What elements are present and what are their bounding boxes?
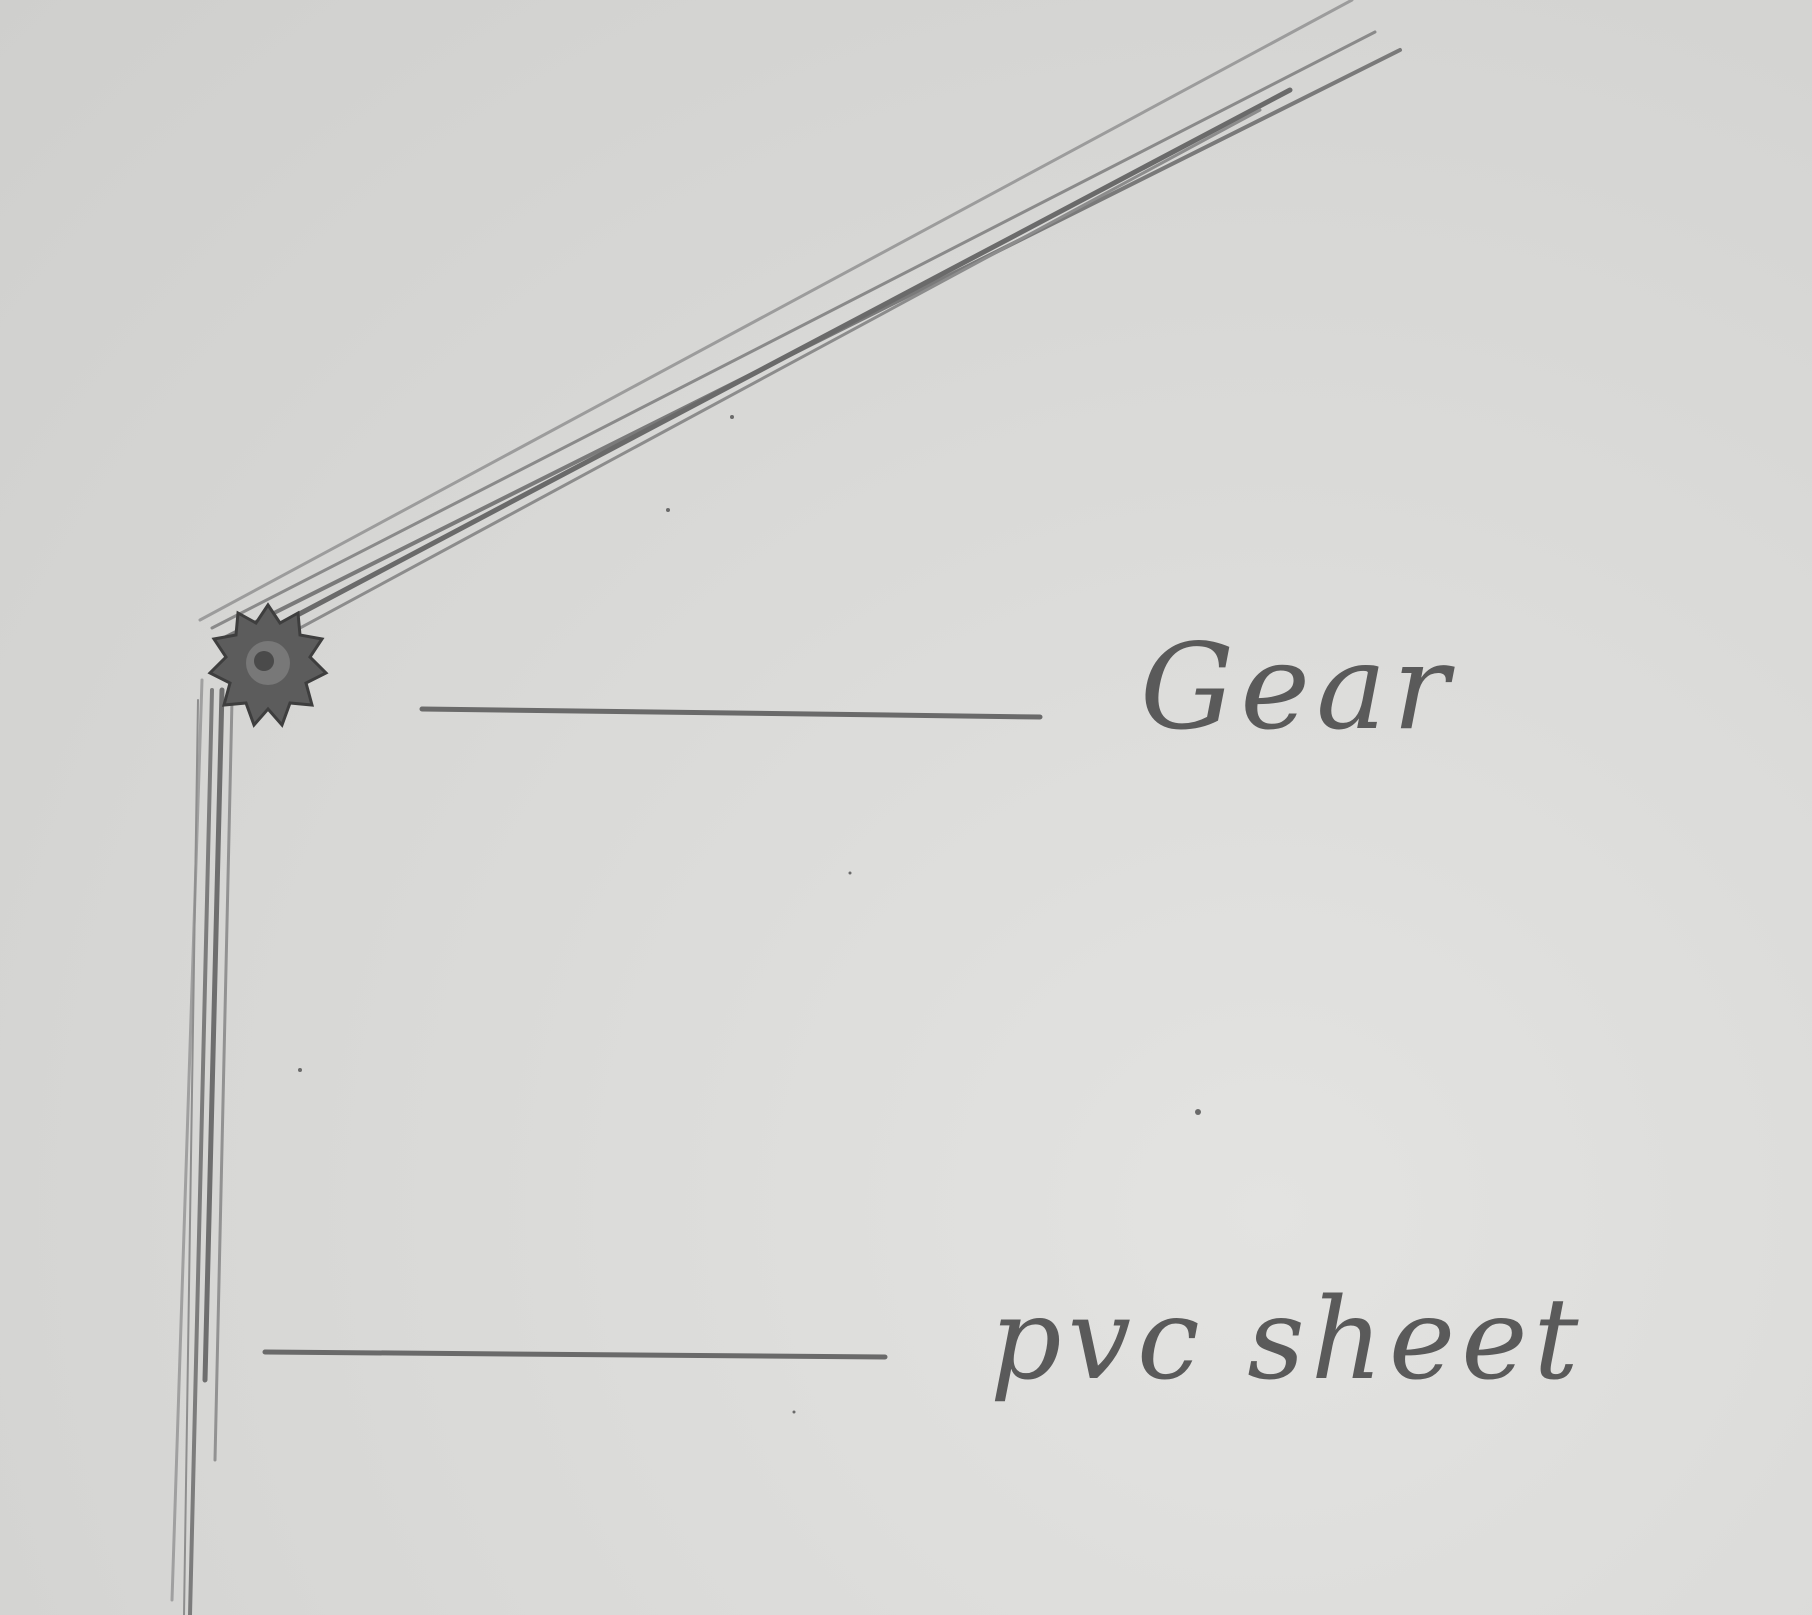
pvc-sheet-label: pvc sheet (990, 1275, 1585, 1405)
vertical-pvc-sheet (170, 678, 234, 1615)
diagonal-flap (198, 0, 1402, 657)
gear-leader-line (419, 706, 1043, 720)
gear-icon (207, 602, 329, 728)
gear-label: Gear (1140, 618, 1455, 756)
paper-specks (298, 415, 1201, 1414)
pvc-leader-line (262, 1349, 888, 1360)
